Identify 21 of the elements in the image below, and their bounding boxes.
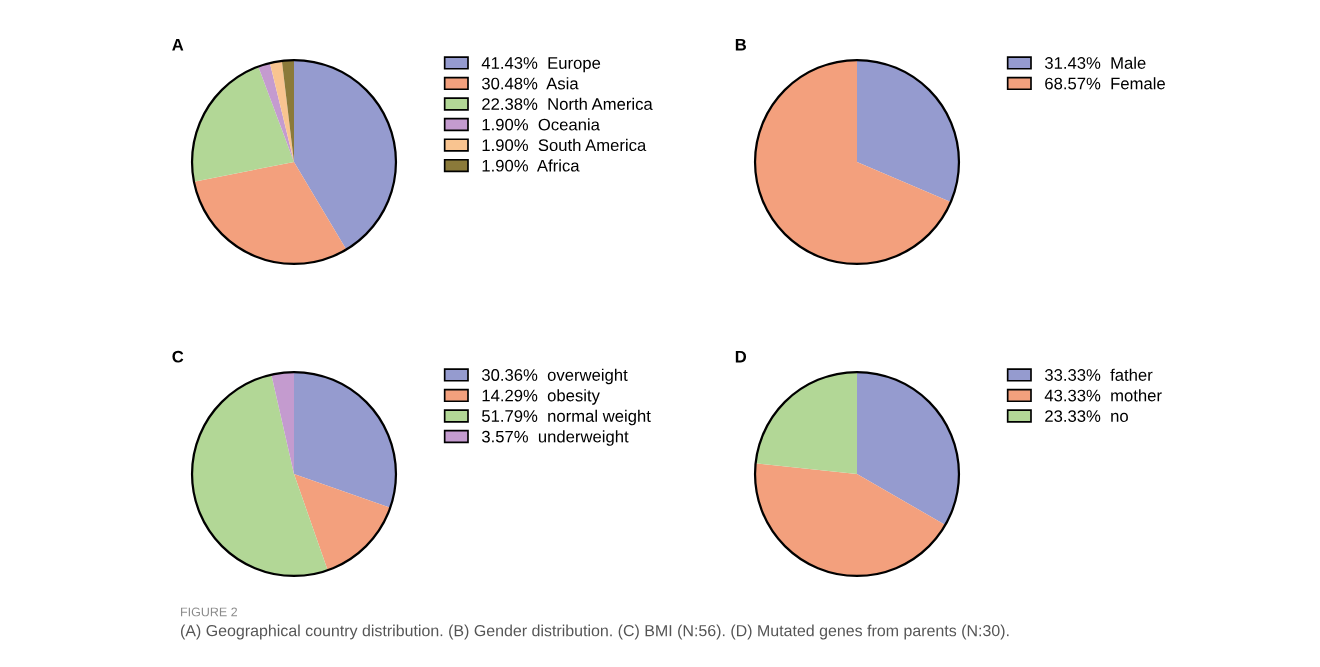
- legend-label: 41.43% Europe: [481, 57, 601, 73]
- chart-title: D: [735, 350, 747, 363]
- legend-label: 3.57% underweight: [481, 430, 629, 446]
- legend-label: 1.90% South America: [482, 138, 647, 152]
- legend-label: 1.90% Africa: [482, 159, 580, 172]
- text: (A) Geographical country distribution. (B) Gender distribution. (C) BMI (N:56). (D) Mutated genes from parents (N:30).: [180, 624, 1009, 640]
- chart-title: B: [735, 38, 746, 51]
- legend-label: 14.29% obesity: [482, 389, 600, 405]
- legend-label: 31.43% Male: [1044, 56, 1146, 69]
- caption: FIGURE 2: [181, 607, 238, 617]
- legend-label: 33.33% father: [1044, 368, 1153, 381]
- chart-title: A: [172, 38, 184, 51]
- chart-title: C: [172, 350, 184, 363]
- legend-label: 23.33% no: [1045, 410, 1128, 422]
- legend-label: 30.36% overweight: [481, 368, 628, 385]
- legend-label: 1.90% Oceania: [482, 118, 600, 131]
- legend-label: 30.48% Asia: [481, 77, 579, 90]
- legend-label: 68.57% Female: [1045, 77, 1165, 90]
- legend-label: 43.33% mother: [1044, 389, 1162, 402]
- legend-label: 51.79% normal weight: [482, 409, 651, 426]
- legend-label: 22.38% North America: [482, 97, 653, 110]
